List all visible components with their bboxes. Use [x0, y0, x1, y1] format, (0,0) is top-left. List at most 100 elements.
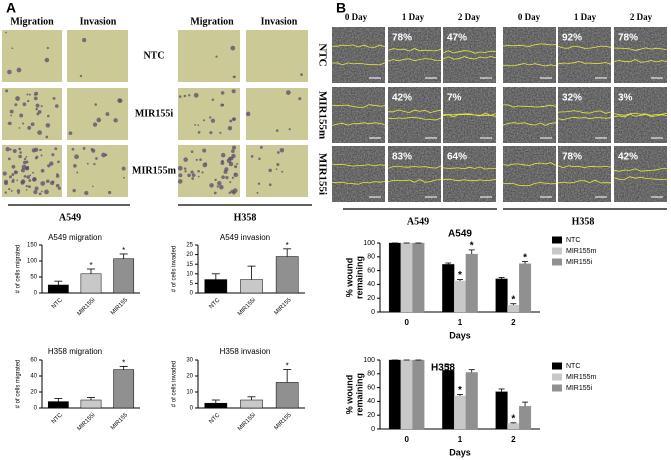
stained-cell	[34, 91, 39, 96]
scratch-texture	[388, 27, 441, 83]
x-tick-label: MIR155i	[76, 412, 96, 432]
x-tick-label: 2	[511, 318, 516, 327]
stained-cell	[38, 192, 42, 196]
panel-label: A	[6, 0, 16, 16]
stained-cell	[81, 37, 87, 43]
column-header: 2 Day	[458, 12, 481, 22]
legend-label: MIR155m	[566, 374, 597, 381]
stained-cell	[245, 111, 251, 117]
stained-cell	[257, 182, 261, 185]
scratch-texture	[614, 27, 667, 83]
wound-edge	[613, 59, 668, 63]
column-header: 0 Day	[345, 12, 368, 22]
x-tick-label: MIR155i	[76, 297, 96, 317]
stained-cell	[231, 176, 235, 179]
stained-cell	[11, 47, 14, 50]
y-tick-label: 0	[371, 309, 375, 316]
micrograph-texture	[67, 30, 128, 82]
stained-cell	[16, 189, 21, 193]
stained-cell	[84, 190, 89, 196]
y-axis-label: % wound	[344, 375, 354, 415]
x-tick-label: MIR155	[274, 412, 294, 432]
stained-cell	[56, 173, 59, 176]
stained-cell	[184, 170, 187, 173]
stained-cell	[95, 157, 98, 160]
column-header: 1 Day	[402, 12, 425, 22]
chart-title: A549	[448, 229, 472, 240]
stained-cell	[51, 153, 55, 157]
wound-edge	[387, 179, 442, 183]
stained-cell	[10, 114, 12, 117]
bar	[495, 278, 508, 313]
stained-cell	[8, 175, 13, 179]
significance-star: *	[511, 413, 515, 424]
stained-cell	[27, 125, 32, 130]
y-tick-label: 25	[186, 243, 193, 249]
y-tick-label: 40	[367, 398, 375, 405]
stained-cell	[187, 173, 191, 178]
stained-cell	[231, 89, 236, 94]
stained-cell	[183, 94, 187, 98]
stained-cell	[214, 178, 217, 182]
stained-cell	[40, 168, 45, 173]
bar	[80, 399, 102, 409]
stained-cell	[54, 147, 58, 151]
significance-star: *	[458, 385, 462, 396]
stained-cell	[220, 161, 225, 165]
scratch-texture	[443, 27, 496, 83]
stained-cell	[19, 151, 22, 154]
stained-cell	[197, 175, 200, 178]
wound-edge	[442, 56, 497, 60]
stained-cell	[54, 104, 59, 108]
scratch-texture	[558, 27, 611, 83]
stained-cell	[25, 155, 28, 158]
stained-cell	[231, 149, 235, 153]
bar	[519, 263, 532, 313]
x-tick-label: NTC	[51, 412, 64, 425]
wound-edge	[502, 182, 557, 186]
y-tick-label: 20	[30, 390, 37, 396]
wound-percent: 3%	[618, 93, 633, 104]
legend-swatch	[552, 384, 562, 392]
stained-cell	[225, 176, 229, 180]
x-tick-label: NTC	[208, 412, 221, 425]
column-header: 1 Day	[574, 12, 597, 22]
stained-cell	[44, 189, 49, 195]
stained-cell	[45, 179, 50, 184]
scratch-texture	[503, 27, 556, 83]
stained-cell	[90, 147, 94, 151]
stained-cell	[92, 122, 98, 127]
stained-cell	[33, 190, 38, 195]
stained-cell	[86, 162, 89, 165]
y-tick-label: 40	[30, 374, 37, 380]
y-tick-label: 100	[27, 259, 38, 265]
stained-cell	[72, 188, 76, 193]
stained-cell	[268, 183, 272, 187]
micrograph-texture	[67, 145, 128, 197]
micrograph-texture	[2, 145, 62, 197]
stained-cell	[19, 113, 24, 118]
wound-edge	[502, 122, 557, 126]
bar	[400, 359, 413, 430]
scratch-texture	[503, 87, 556, 143]
stained-cell	[230, 45, 236, 51]
wound-edge	[613, 168, 667, 172]
micrograph-texture	[246, 145, 308, 197]
bar	[47, 284, 69, 294]
stained-cell	[12, 178, 15, 181]
stained-cell	[234, 75, 236, 78]
stained-cell	[32, 171, 34, 174]
bar	[113, 369, 135, 409]
y-tick-label: 60	[30, 358, 37, 364]
wound-edge	[331, 122, 386, 126]
stained-cell	[28, 93, 31, 96]
scratch-texture	[558, 146, 611, 202]
wound-percent: 32%	[562, 93, 582, 104]
wound-edge	[502, 104, 557, 108]
scratch-texture	[558, 87, 611, 143]
stained-cell	[211, 98, 215, 102]
stained-cell	[256, 191, 259, 194]
legend-swatch	[552, 373, 562, 381]
stained-cell	[14, 170, 17, 173]
stained-cell	[229, 181, 232, 184]
